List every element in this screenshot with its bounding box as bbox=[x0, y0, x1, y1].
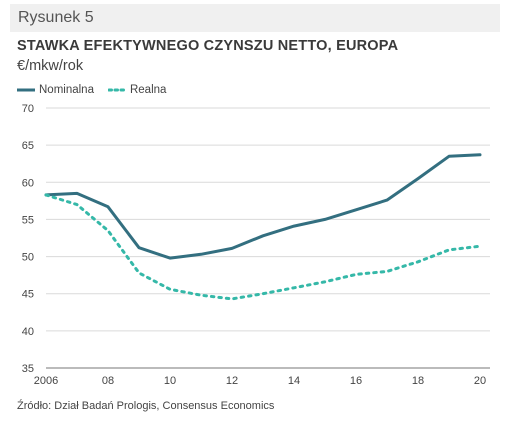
chart-unit: €/mkw/rok bbox=[17, 58, 84, 74]
legend-swatch-solid bbox=[17, 88, 35, 92]
chart-legend: Nominalna Realna bbox=[17, 84, 180, 96]
y-tick-label: 50 bbox=[22, 252, 34, 264]
chart-title: STAWKA EFEKTYWNEGO CZYNSZU NETTO, EUROPA bbox=[17, 38, 399, 54]
x-tick-label: 2006 bbox=[34, 375, 58, 387]
line-chart: 35 40 45 50 55 60 65 70 2006 08 10 12 14 16 18 20 bbox=[22, 103, 490, 387]
series-line-real bbox=[44, 193, 482, 301]
legend-item-real: Realna bbox=[107, 84, 167, 96]
y-tick-label: 40 bbox=[22, 326, 34, 338]
legend-swatch-dotted bbox=[107, 88, 126, 92]
x-tick-label: 14 bbox=[288, 375, 300, 387]
y-tick-label: 35 bbox=[22, 363, 34, 375]
y-tick-label: 55 bbox=[22, 214, 34, 226]
x-tick-label: 16 bbox=[350, 375, 362, 387]
legend-label-nominal: Nominalna bbox=[39, 84, 94, 96]
x-tick-label: 12 bbox=[226, 375, 238, 387]
y-tick-label: 70 bbox=[22, 103, 34, 115]
x-tick-label: 10 bbox=[164, 375, 176, 387]
legend-item-nominal: Nominalna bbox=[17, 84, 94, 96]
x-tick-label: 18 bbox=[412, 375, 424, 387]
y-tick-label: 45 bbox=[22, 289, 34, 301]
legend-label-real: Realna bbox=[129, 84, 167, 96]
y-tick-label: 65 bbox=[22, 140, 34, 152]
figure-header: Rysunek 5 bbox=[10, 4, 500, 32]
x-tick-label: 20 bbox=[474, 375, 486, 387]
series-line-nominal bbox=[44, 153, 482, 260]
source-note: Źródło: Dział Badań Prologis, Consensus … bbox=[17, 400, 275, 412]
figure-label: Rysunek 5 bbox=[18, 9, 94, 26]
y-tick-label: 60 bbox=[22, 177, 34, 189]
x-tick-label: 08 bbox=[102, 375, 114, 387]
